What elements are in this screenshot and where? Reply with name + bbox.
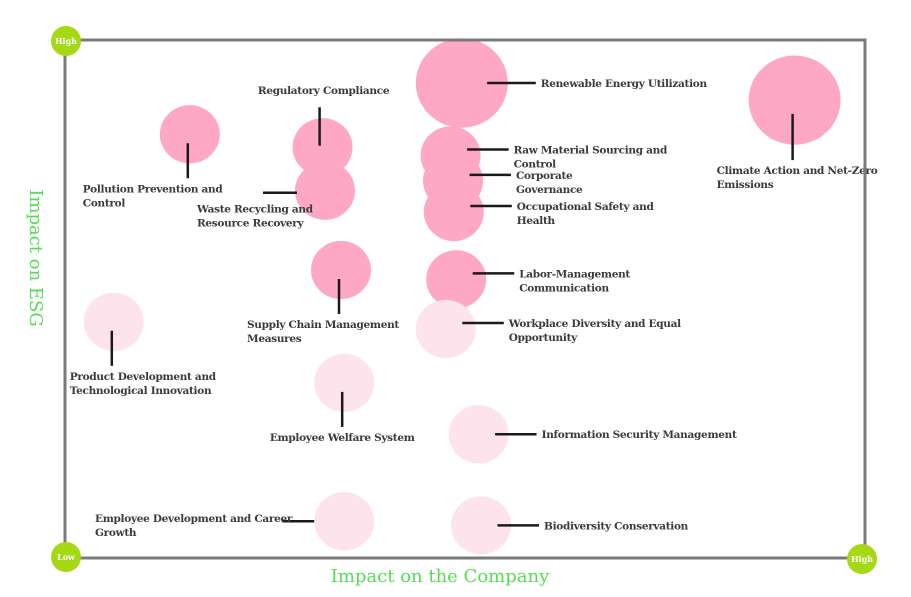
label-line: Communication [519, 282, 609, 294]
label-line: Employee Welfare System [270, 432, 415, 444]
y-high-label: High [55, 36, 77, 46]
label-line: Employee Development and Career [95, 513, 293, 525]
label-line: Climate Action and Net-Zero [717, 165, 878, 177]
bubble-regulatory-compliance [292, 118, 353, 177]
plot-frame [63, 38, 867, 560]
label-line: Renewable Energy Utilization [541, 78, 708, 90]
label-information-security-management: Information Security Management [542, 429, 737, 441]
x-high-badge-circle [847, 544, 877, 574]
label-line: Emissions [717, 179, 774, 191]
label-line: Product Development and [70, 371, 217, 383]
label-renewable-energy-utilization: Renewable Energy Utilization [541, 78, 708, 90]
bubble-product-development-and-technological-innovation [83, 292, 144, 351]
origin-badge: Low [51, 542, 81, 572]
label-climate-action-and-net-zero-emissions: Climate Action and Net-Zero Emissions [717, 165, 878, 191]
label-line: Opportunity [509, 332, 578, 344]
bubble-waste-recycling-and-resource-recovery [295, 161, 355, 220]
label-product-development-and-technological-innovation: Product Development and Technological Inn… [70, 371, 217, 397]
label-line: Measures [247, 333, 302, 345]
x-high-badge: High [847, 544, 877, 574]
leader-line-layer [110, 81, 794, 527]
label-waste-recycling-and-resource-recovery: Waste Recycling and Resource Recovery [196, 204, 314, 230]
bubble-climate-action-and-net-zero-emissions [748, 55, 841, 145]
label-labor-management-communication: Labor-Management Communication [519, 268, 630, 294]
label-line: Control [83, 197, 126, 209]
x-axis-title: Impact on the Company [331, 566, 550, 587]
label-layer: Renewable Energy Utilization Climate Acti… [70, 78, 878, 539]
bubble-employee-development-and-career-growth [314, 492, 375, 551]
label-line: Supply Chain Management [247, 319, 399, 331]
bubble-supply-chain-management-measures [311, 240, 371, 300]
bubble-workplace-diversity-and-equal-opportunity [415, 299, 476, 359]
label-employee-development-and-career-growth: Employee Development and Career Growth [95, 513, 293, 539]
label-line: Labor-Management [519, 268, 630, 280]
label-line: Raw Material Sourcing and [514, 145, 668, 157]
label-line: Control [514, 159, 557, 171]
label-line: Occupational Safety and [517, 201, 655, 213]
bubble-information-security-management [448, 405, 509, 464]
bubble-biodiversity-conservation [451, 496, 511, 555]
label-line: Technological Innovation [70, 385, 212, 397]
bubble-pollution-prevention-and-control [159, 105, 220, 164]
label-line: Growth [95, 527, 137, 539]
y-high-badge: High [51, 26, 81, 56]
label-line: Corporate [516, 170, 573, 182]
label-supply-chain-management-measures: Supply Chain Management Measures [247, 319, 399, 345]
label-occupational-safety-and-health: Occupational Safety and Health [517, 201, 655, 227]
y-high-badge-circle [51, 26, 81, 56]
origin-label: Low [57, 552, 76, 562]
x-high-label: High [851, 554, 873, 564]
bubble-renewable-energy-utilization [415, 38, 508, 128]
label-biodiversity-conservation: Biodiversity Conservation [544, 520, 689, 532]
label-raw-material-sourcing-and-control: Raw Material Sourcing and Control [514, 145, 668, 171]
label-line: Waste Recycling and [196, 204, 314, 216]
y-axis-title: Impact on ESG [25, 189, 46, 326]
label-line: Health [517, 215, 556, 227]
label-line: Governance [516, 184, 583, 196]
label-line: Resource Recovery [197, 218, 305, 230]
bubble-layer [83, 38, 841, 555]
label-line: Workplace Diversity and Equal [508, 318, 681, 330]
label-employee-welfare-system: Employee Welfare System [270, 432, 415, 444]
label-regulatory-compliance: Regulatory Compliance [258, 85, 390, 97]
label-line: Information Security Management [542, 429, 737, 441]
label-line: Pollution Prevention and [83, 183, 224, 195]
label-line: Regulatory Compliance [258, 85, 390, 97]
label-pollution-prevention-and-control: Pollution Prevention and Control [83, 183, 224, 209]
bubble-occupational-safety-and-health [423, 182, 484, 242]
origin-badge-circle [51, 542, 81, 572]
label-corporate-governance: Corporate Governance [516, 170, 583, 196]
label-workplace-diversity-and-equal-opportunity: Workplace Diversity and Equal Opportunity [508, 318, 681, 344]
label-line: Biodiversity Conservation [544, 520, 689, 532]
bubble-labor-management-communication [426, 250, 487, 309]
bubble-employee-welfare-system [314, 353, 375, 413]
